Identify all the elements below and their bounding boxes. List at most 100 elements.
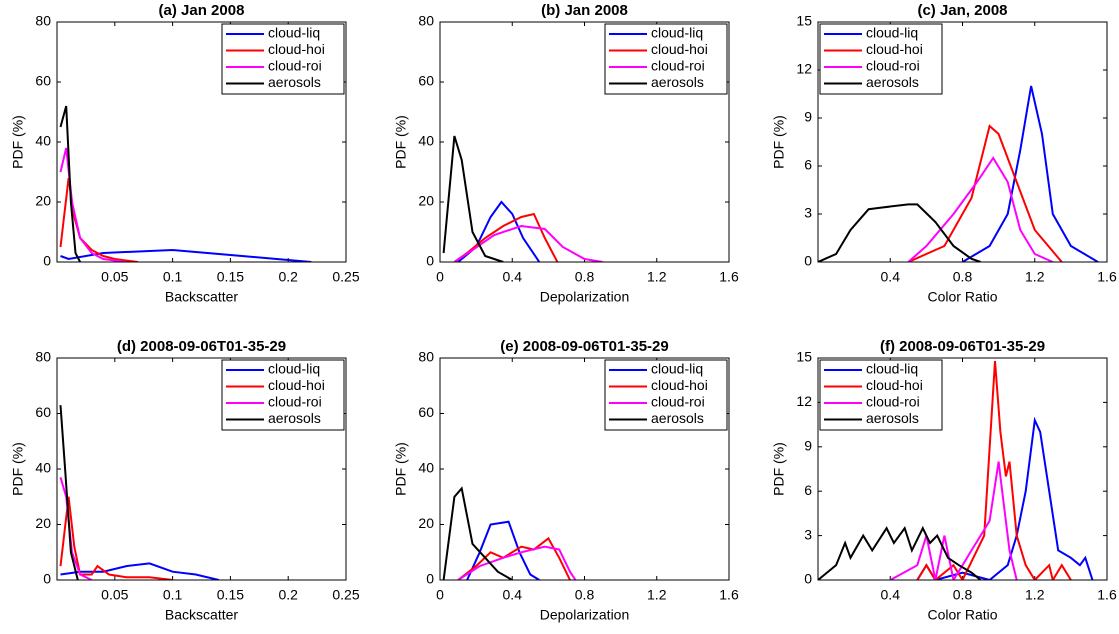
x-tick-label: 0.4: [503, 587, 523, 603]
legend-label: aerosols: [268, 74, 321, 90]
x-tick-label: 1.6: [1097, 269, 1117, 285]
x-tick-label: 0.05: [101, 269, 128, 285]
legend-label: cloud-roi: [651, 58, 705, 74]
y-tick-label: 3: [804, 526, 812, 542]
x-tick-label: 0.4: [881, 587, 901, 603]
x-tick-label: 0.15: [217, 269, 244, 285]
x-axis-label: Color Ratio: [927, 607, 997, 623]
axes-frame: [439, 357, 730, 581]
series-line: [60, 562, 220, 580]
chart-title: (d) 2008-09-06T01-35-29: [117, 338, 286, 355]
x-tick-label: 1.2: [647, 587, 667, 603]
y-tick-label: 12: [796, 393, 812, 409]
series-line: [907, 156, 1054, 262]
y-tick-label: 60: [418, 73, 434, 89]
x-tick-label: 1.2: [647, 269, 667, 285]
y-axis-label: PDF (%): [393, 442, 409, 496]
legend-box: [221, 359, 345, 431]
x-axis-label: Depolarization: [540, 607, 630, 623]
y-tick-label: 40: [418, 460, 434, 476]
series-line: [457, 536, 571, 580]
legend-label: cloud-roi: [866, 58, 920, 74]
legend-label: cloud-hoi: [866, 41, 923, 57]
legend-label: aerosols: [866, 74, 919, 90]
x-axis-label: Backscatter: [165, 289, 238, 305]
x-tick-label: 1.6: [719, 587, 739, 603]
x-tick-label: 0.4: [503, 269, 523, 285]
legend-label: cloud-roi: [268, 394, 322, 410]
series-line: [907, 124, 1063, 262]
legend-label: cloud-liq: [866, 361, 918, 377]
x-tick-label: 0.1: [163, 269, 183, 285]
y-tick-label: 12: [796, 61, 812, 77]
y-tick-label: 20: [418, 193, 434, 209]
y-axis-label: PDF (%): [10, 442, 26, 496]
y-axis-label: PDF (%): [393, 115, 409, 169]
y-tick-label: 0: [43, 253, 51, 269]
x-tick-label: 0.2: [278, 587, 298, 603]
x-axis-label: Depolarization: [540, 289, 630, 305]
y-tick-label: 60: [35, 73, 51, 89]
y-tick-label: 20: [35, 193, 51, 209]
legend-label: cloud-hoi: [268, 377, 325, 393]
x-tick-label: 0: [436, 269, 444, 285]
x-tick-label: 0.8: [953, 587, 973, 603]
y-tick-label: 0: [426, 253, 434, 269]
x-tick-label: 0.25: [332, 269, 359, 285]
legend-box: [604, 23, 728, 95]
legend-label: cloud-liq: [651, 25, 703, 41]
y-tick-label: 6: [804, 157, 812, 173]
legend-label: cloud-liq: [866, 25, 918, 41]
series-line: [59, 496, 173, 580]
y-tick-label: 40: [35, 133, 51, 149]
legend-label: cloud-hoi: [866, 377, 923, 393]
legend-label: cloud-hoi: [651, 41, 708, 57]
x-tick-label: 0.1: [163, 587, 183, 603]
legend-label: cloud-liq: [268, 25, 320, 41]
legend-label: aerosols: [651, 74, 704, 90]
series-line: [818, 203, 981, 262]
x-tick-label: 0.2: [278, 269, 298, 285]
x-tick-label: 0.8: [575, 269, 595, 285]
y-tick-label: 80: [35, 13, 51, 29]
y-tick-label: 0: [804, 253, 812, 269]
series-line: [916, 416, 1094, 580]
legend-box: [221, 23, 345, 95]
x-tick-label: 0.05: [101, 587, 128, 603]
x-axis-label: Backscatter: [165, 607, 238, 623]
y-tick-label: 9: [804, 438, 812, 454]
legend-label: cloud-roi: [866, 394, 920, 410]
legend-label: cloud-liq: [268, 361, 320, 377]
series-line: [457, 545, 577, 580]
y-tick-label: 6: [804, 482, 812, 498]
x-tick-label: 1.2: [1025, 587, 1045, 603]
axes-frame: [439, 21, 730, 263]
legend-label: aerosols: [651, 410, 704, 426]
legend-label: cloud-hoi: [268, 41, 325, 57]
y-axis-label: PDF (%): [771, 442, 787, 496]
axes-frame: [817, 21, 1108, 263]
y-tick-label: 80: [418, 349, 434, 365]
series-line: [59, 105, 81, 262]
y-tick-label: 9: [804, 109, 812, 125]
series-line: [59, 477, 93, 580]
series-line: [60, 248, 312, 262]
y-tick-label: 80: [418, 13, 434, 29]
chart-title: (c) Jan, 2008: [917, 2, 1007, 19]
y-tick-label: 20: [418, 515, 434, 531]
legend-label: cloud-liq: [651, 361, 703, 377]
y-tick-label: 80: [35, 349, 51, 365]
series-line: [453, 212, 559, 262]
y-tick-label: 60: [418, 404, 434, 420]
x-tick-label: 1.2: [1025, 269, 1045, 285]
chart-title: (e) 2008-09-06T01-35-29: [500, 338, 668, 355]
x-tick-label: 0.8: [575, 587, 595, 603]
axes-frame: [56, 21, 347, 263]
x-tick-label: 1.6: [719, 269, 739, 285]
